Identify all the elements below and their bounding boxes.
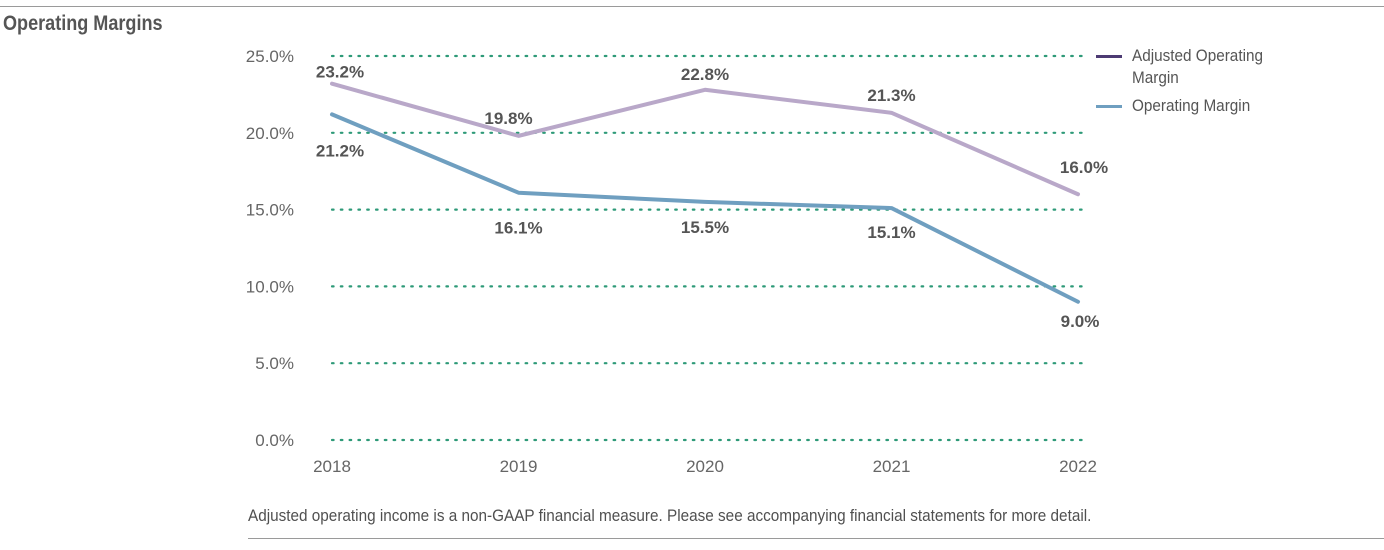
operating-data-label: 15.5% (681, 218, 729, 237)
legend-label-operating: Operating Margin (1132, 96, 1251, 115)
adjusted-data-label: 19.8% (484, 109, 532, 128)
adjusted-operating-margin-line (330, 81, 1080, 197)
x-tick-label: 2021 (873, 457, 911, 476)
data-labels: 23.2% 19.8% 22.8% 21.3% 16.0% 21.2% 16.1% 15.5%… (316, 63, 1108, 331)
legend-item-adjusted-operating-margin: Adjusted Operating Margin (1096, 45, 1296, 89)
adjusted-data-label: 23.2% (316, 63, 364, 82)
gridlines (330, 54, 1084, 442)
operating-data-label: 16.1% (494, 219, 542, 238)
x-tick-label: 2022 (1059, 457, 1097, 476)
operating-margin-line (330, 112, 1080, 304)
x-tick-label: 2020 (686, 457, 724, 476)
x-tick-label: 2019 (500, 457, 538, 476)
chart-title: Operating Margins (3, 12, 163, 35)
adjusted-data-label: 16.0% (1060, 158, 1108, 177)
adjusted-data-label: 22.8% (681, 65, 729, 84)
y-tick-label: 10.0% (246, 277, 294, 296)
operating-data-label: 21.2% (316, 141, 364, 160)
y-tick-label: 25.0% (246, 47, 294, 66)
footnote: Adjusted operating income is a non-GAAP … (248, 506, 1092, 525)
legend-swatch-operating (1096, 105, 1122, 108)
x-tick-label: 2018 (313, 457, 351, 476)
y-tick-label: 20.0% (246, 124, 294, 143)
top-rule (0, 6, 1384, 7)
bottom-rule (248, 538, 1384, 539)
legend-item-operating-margin: Operating Margin (1096, 95, 1296, 117)
y-axis-ticks: 0.0% 5.0% 10.0% 15.0% 20.0% 25.0% (246, 47, 294, 450)
adjusted-data-label: 21.3% (867, 86, 915, 105)
y-tick-label: 15.0% (246, 201, 294, 220)
x-axis-ticks: 2018 2019 2020 2021 2022 (313, 457, 1097, 476)
legend: Adjusted Operating Margin Operating Marg… (1096, 45, 1296, 123)
legend-label-adjusted: Adjusted Operating Margin (1132, 46, 1263, 87)
operating-data-label: 15.1% (867, 223, 915, 242)
legend-swatch-adjusted (1096, 55, 1122, 58)
y-tick-label: 5.0% (255, 354, 294, 373)
series-lines (330, 81, 1080, 304)
operating-data-label: 9.0% (1061, 312, 1100, 331)
y-tick-label: 0.0% (255, 431, 294, 450)
